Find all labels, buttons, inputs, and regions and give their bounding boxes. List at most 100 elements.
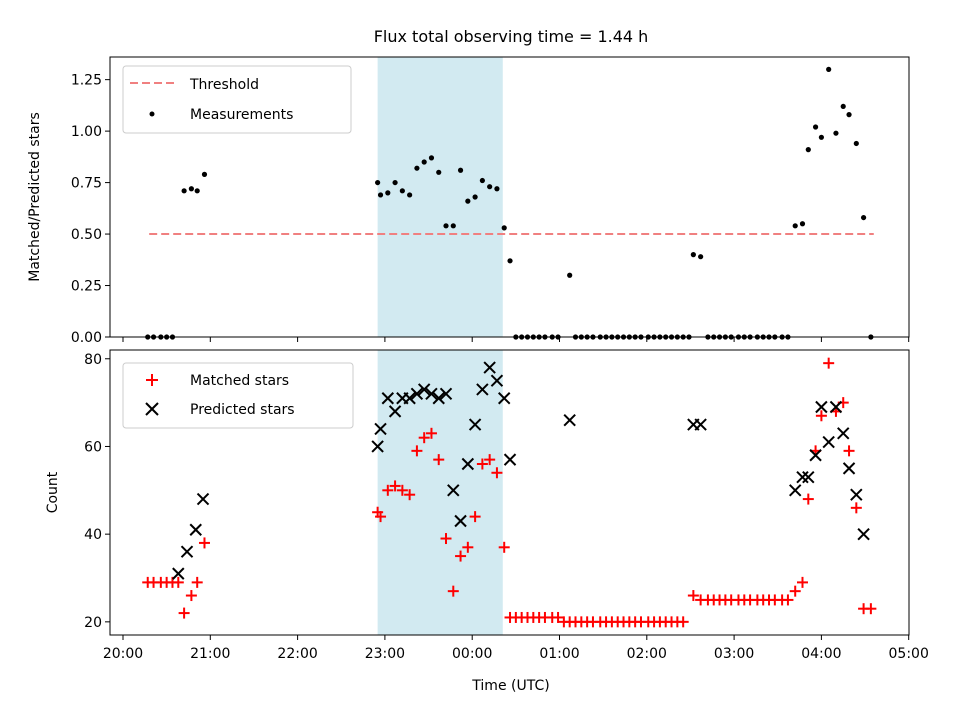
measurement-point (428, 155, 435, 161)
measurement-point (457, 167, 464, 173)
top-panel: 0.00 0.25 0.50 0.75 1.00 1.25 Matched/Predict… (27, 56, 910, 346)
predicted-star-point (180, 545, 194, 558)
predicted-star-point (189, 523, 202, 536)
predicted-star-point (483, 361, 496, 374)
predicted-star-point (381, 392, 395, 405)
measurement-point (494, 186, 500, 192)
measurement-point (194, 188, 200, 194)
predicted-star-point (410, 387, 424, 401)
predicted-star-point (802, 470, 815, 484)
matched-star-point (498, 541, 510, 553)
bottom-ytick-label: 80 (84, 352, 102, 368)
chart-title: Flux total observing time = 1.44 h (374, 27, 649, 46)
measurement-point (799, 221, 806, 227)
measurement-point (812, 124, 819, 130)
measurement-point (181, 188, 187, 194)
measurement-point (407, 192, 413, 198)
legend-matched-swatch (146, 374, 158, 386)
matched-star-point (382, 484, 394, 496)
predicted-star-point (403, 392, 416, 405)
predicted-star-point (822, 435, 835, 449)
matched-star-point (843, 445, 855, 457)
predicted-star-point (454, 514, 467, 528)
bottom-ytick-label: 60 (84, 439, 102, 455)
predicted-star-point (563, 413, 576, 427)
top-y-axis-label: Matched/Predicted stars (27, 112, 43, 282)
matched-star-point (198, 537, 210, 549)
bottom-shaded-interval (377, 350, 503, 635)
predicted-star-point (172, 567, 185, 580)
xtick-label: 01:00 (539, 646, 579, 662)
measurement-point (487, 184, 493, 190)
matched-star-point (476, 458, 488, 470)
top-legend-box (122, 65, 352, 134)
xtick-label: 00:00 (452, 646, 492, 662)
matched-star-point (404, 489, 416, 501)
measurement-point (188, 186, 194, 192)
measurement-point (421, 159, 427, 165)
bottom-axes-frame (109, 349, 910, 636)
predicted-star-point (461, 457, 475, 471)
matched-star-point (484, 454, 496, 466)
measurement-point (436, 169, 442, 175)
xtick-label: 05:00 (889, 646, 929, 662)
predicted-star-point (850, 488, 863, 501)
matched-star-point (469, 511, 481, 523)
xtick-label: 23:00 (365, 646, 405, 662)
measurement-point (392, 179, 398, 186)
predicted-star-point (809, 449, 822, 462)
measurement-point (792, 223, 798, 229)
xtick-label: 20:00 (103, 646, 143, 662)
matched-star-point (396, 484, 408, 496)
predicted-star-point (694, 418, 707, 431)
measurement-point (853, 140, 859, 147)
top-ytick-label: 1.00 (71, 124, 102, 140)
matched-star-point (850, 502, 862, 514)
measurement-point (567, 272, 573, 278)
legend-predicted-label: Predicted stars (190, 402, 295, 418)
predicted-star-point (417, 383, 431, 396)
matched-star-point (687, 590, 699, 602)
predicted-star-point (468, 418, 482, 431)
matched-star-point (185, 590, 197, 602)
legend-matched-label: Matched stars (190, 373, 289, 389)
matched-star-point (433, 454, 445, 466)
predicted-star-point (196, 492, 210, 506)
matched-star-point (455, 550, 467, 562)
matched-star-point (375, 511, 387, 523)
matched-star-point (815, 410, 827, 422)
measurement-points (145, 66, 874, 340)
measurement-point (472, 194, 478, 200)
top-ytick-label: 0.75 (71, 176, 102, 192)
bottom-ytick-label: 20 (84, 615, 102, 631)
top-ytick-label: 0.25 (71, 279, 102, 295)
xtick-label: 02:00 (627, 646, 667, 662)
xtick-label: 21:00 (190, 646, 230, 662)
matched-star-point (172, 576, 184, 588)
predicted-star-point (388, 405, 402, 418)
predicted-star-point (447, 484, 460, 497)
top-axis-ticks: 0.00 0.25 0.50 0.75 1.00 1.25 (71, 73, 910, 346)
predicted-star-point (842, 462, 856, 475)
predicted-star-point (503, 453, 517, 466)
predicted-star-point (796, 470, 809, 484)
predicted-star-point (829, 400, 843, 414)
predicted-stars-points (172, 361, 870, 580)
bottom-y-axis-label: Count (45, 471, 61, 513)
xtick-label: 03:00 (714, 646, 754, 662)
measurement-point (399, 188, 405, 194)
matched-star-point (418, 432, 430, 444)
bottom-ytick-label: 40 (84, 527, 102, 543)
legend-measurements-label: Measurements (190, 107, 293, 123)
predicted-star-point (815, 400, 828, 414)
matched-star-point (789, 585, 801, 597)
predicted-star-point (498, 392, 511, 405)
predicted-star-point (837, 427, 850, 440)
matched-star-point (802, 493, 814, 505)
predicted-star-point (425, 387, 438, 401)
predicted-star-point (789, 484, 802, 497)
measurement-point (818, 134, 825, 140)
measurement-point (465, 198, 471, 204)
legend-threshold-label: Threshold (189, 77, 259, 93)
